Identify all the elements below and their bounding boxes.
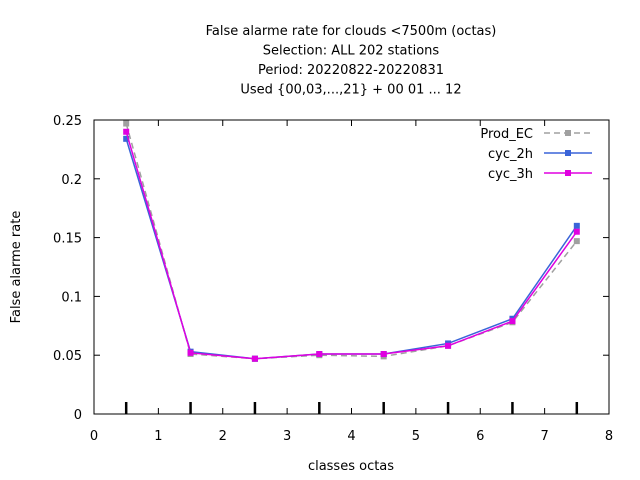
series-line-prod-ec	[125, 123, 578, 360]
x-tick-label: 7	[540, 429, 548, 444]
plot-frame	[93, 119, 610, 415]
legend-label: Prod_EC	[480, 127, 533, 142]
series-line-cyc-3h	[125, 131, 578, 360]
series-point	[573, 222, 580, 229]
x-tick-label: 6	[476, 429, 484, 444]
y-tick-label: 0.2	[61, 173, 82, 188]
series-point	[380, 351, 387, 358]
x-axis: 0 1 2 3 4 5 6 7 8	[90, 120, 613, 444]
legend-label: cyc_3h	[488, 167, 533, 182]
series-point	[123, 120, 130, 127]
x-tick-label: 3	[283, 429, 291, 444]
y-axis: 0 0.05 0.1 0.15 0.2 0.25	[53, 114, 609, 423]
series-group	[123, 120, 580, 362]
y-tick-label: 0.15	[53, 232, 82, 247]
legend-label: cyc_2h	[488, 147, 533, 162]
x-axis-label: classes octas	[308, 459, 394, 474]
x-tick-label: 4	[347, 429, 355, 444]
series-point	[316, 351, 323, 358]
title-line-3: Period: 20220822-20220831	[258, 63, 444, 78]
y-tick-label: 0.25	[53, 114, 82, 129]
legend-marker	[565, 130, 571, 136]
series-point	[445, 342, 452, 349]
series-point	[187, 349, 194, 356]
legend-marker	[565, 150, 571, 156]
x-tick-label: 5	[412, 429, 420, 444]
y-tick-label: 0.05	[53, 349, 82, 364]
x-tick-label: 8	[605, 429, 613, 444]
x-tick-label: 2	[219, 429, 227, 444]
series-point	[573, 238, 580, 245]
series-point	[509, 318, 516, 325]
title-line-1: False alarme rate for clouds <7500m (oct…	[206, 24, 497, 39]
y-tick-label: 0.1	[61, 290, 82, 305]
legend-marker	[565, 170, 571, 176]
title-line-4: Used {00,03,...,21} + 00 01 ... 12	[240, 83, 461, 98]
series-point	[251, 355, 258, 362]
y-tick-label: 0	[74, 408, 82, 423]
x-tick-label: 0	[90, 429, 98, 444]
series-point	[123, 128, 130, 135]
x-tick-label: 1	[154, 429, 162, 444]
series-point	[123, 135, 130, 142]
legend: Prod_EC cyc_2h cyc_3h	[480, 127, 592, 182]
title-line-2: Selection: ALL 202 stations	[263, 44, 440, 59]
y-axis-label: False alarme rate	[9, 211, 24, 324]
series-point	[573, 228, 580, 235]
chart-title: False alarme rate for clouds <7500m (oct…	[206, 24, 497, 98]
